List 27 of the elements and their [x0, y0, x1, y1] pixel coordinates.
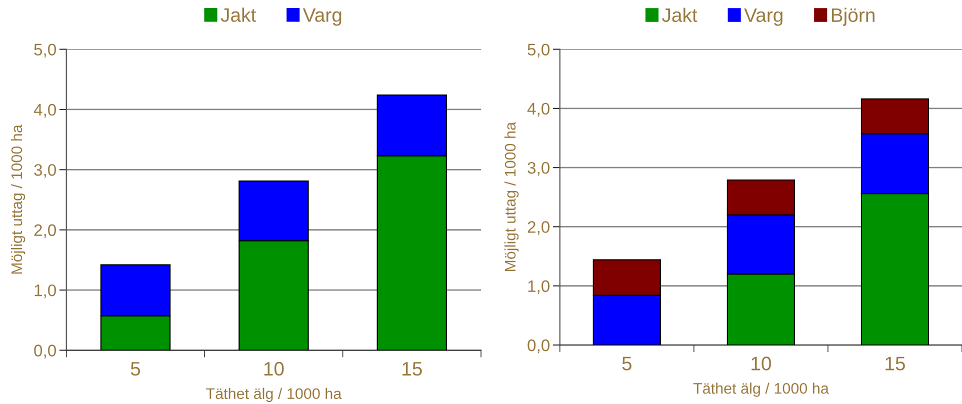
- x-axis-title: Täthet älg / 1000 ha: [206, 388, 342, 402]
- x-tick-label: 15: [402, 362, 422, 376]
- y-axis-title: Möjligt uttag / 1000 ha: [10, 124, 26, 274]
- y-tick-label: 0,0: [528, 339, 550, 354]
- y-tick-label: 5,0: [528, 44, 550, 58]
- y-tick-label: 5,0: [34, 44, 56, 58]
- y-tick-label: 2,0: [528, 221, 550, 235]
- y-axis-title: Möjligt uttag / 1000 ha: [504, 122, 519, 272]
- x-tick-label: 10: [752, 356, 771, 370]
- x-tick-label: 5: [130, 362, 140, 376]
- legend-label: Varg: [302, 8, 342, 26]
- legend-label: Varg: [744, 8, 782, 26]
- legend-label: Jakt: [220, 8, 256, 22]
- y-tick-label: 3,0: [34, 164, 56, 178]
- y-tick-label: 0,0: [34, 344, 56, 358]
- x-tick-label: 15: [886, 356, 905, 370]
- x-tick-label: 10: [264, 362, 284, 376]
- y-tick-label: 2,0: [34, 224, 56, 238]
- x-axis-title: Täthet älg / 1000 ha: [693, 382, 829, 397]
- y-tick-label: 4,0: [34, 104, 56, 118]
- x-tick-label: 5: [622, 356, 632, 370]
- y-tick-label: 1,0: [528, 280, 550, 294]
- legend-label: Jakt: [662, 8, 698, 22]
- legend-label: Björn: [832, 8, 874, 26]
- y-tick-label: 4,0: [527, 102, 550, 117]
- y-tick-label: 3,0: [528, 162, 550, 176]
- y-tick-label: 1,0: [34, 284, 56, 298]
